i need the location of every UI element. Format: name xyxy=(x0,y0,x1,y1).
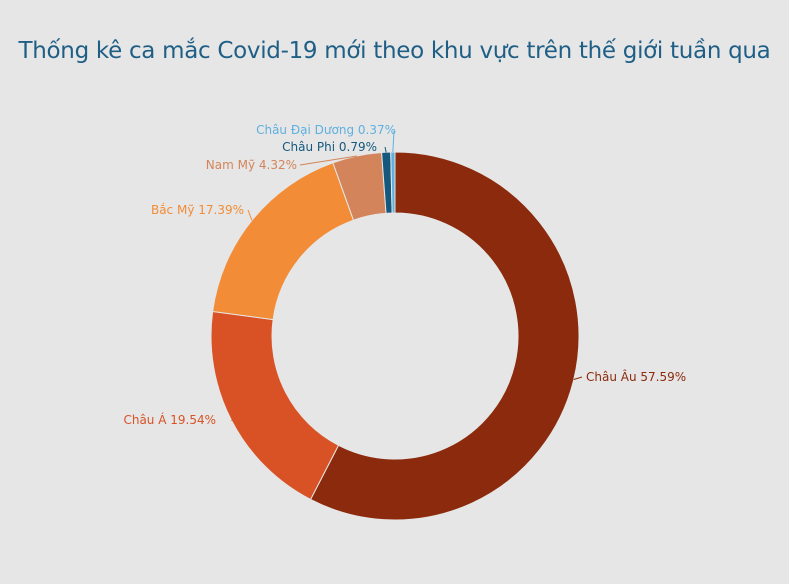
data-label-chau-phi: Châu Phi 0.79% xyxy=(282,140,377,154)
slice-labels: Châu Âu 57.59% Châu Á 19.54% Bắc Mỹ 17.39%… xyxy=(123,123,686,427)
leader-line-chau-phi xyxy=(384,146,387,153)
leader-line-bac-my xyxy=(247,209,253,221)
slice-chau-au[interactable] xyxy=(309,151,580,521)
data-label-chau-dai-duong: Châu Đại Dương 0.37% xyxy=(256,123,396,137)
data-label-bac-my: Bắc Mỹ 17.39% xyxy=(151,203,244,217)
chart-title: Thống kê ca mắc Covid-19 mới theo khu vự… xyxy=(18,38,771,64)
donut-slices xyxy=(210,151,580,521)
leader-line-chau-au xyxy=(573,376,583,380)
leader-line-nam-my xyxy=(299,155,357,166)
leader-line-chau-dai-duong xyxy=(392,130,395,153)
slice-chau-dai-duong[interactable] xyxy=(390,151,396,214)
slice-bac-my[interactable] xyxy=(212,162,355,321)
data-label-nam-my: Nam Mỹ 4.32% xyxy=(206,158,297,172)
data-label-chau-a: Châu Á 19.54% xyxy=(123,412,216,427)
data-label-chau-au: Châu Âu 57.59% xyxy=(586,369,686,384)
slice-chau-a[interactable] xyxy=(210,310,340,501)
